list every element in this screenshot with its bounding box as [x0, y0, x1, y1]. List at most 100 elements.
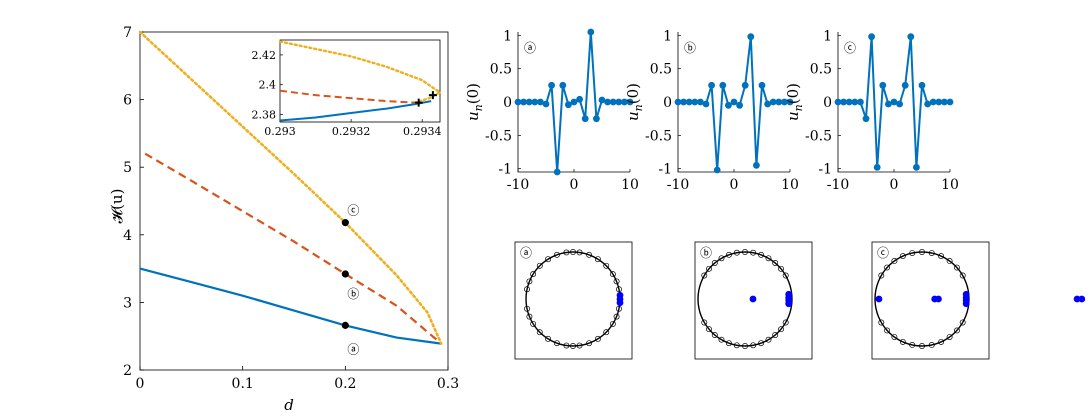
unit-circle-eigenvalue — [594, 256, 601, 263]
profile-point — [621, 98, 628, 106]
unit-circle-eigenvalue — [530, 320, 537, 327]
main-series-c-line — [138, 30, 443, 345]
profile-xtick-label: 0 — [890, 177, 899, 193]
unit-circle-eigenvalue — [711, 260, 718, 266]
unit-circle-eigenvalue — [928, 342, 935, 348]
profile-point — [764, 100, 771, 108]
main-ytick-label: 4 — [123, 228, 132, 244]
profile-point — [845, 98, 853, 106]
unit-circle-eigenvalue — [563, 249, 570, 256]
unit-circle-eigenvalue — [891, 258, 898, 264]
profile-xtick-label: 0 — [730, 177, 739, 193]
unit-circle-eigenvalue — [782, 272, 789, 279]
profile-ylabel: un(0) — [624, 83, 645, 121]
main-ytick-label: 7 — [123, 25, 132, 41]
profile-point — [531, 98, 539, 106]
profile-point — [680, 98, 687, 106]
floquet-eigenvalue — [875, 295, 883, 303]
profile-label: ⓒ — [844, 41, 856, 55]
floquet-eigenvalue — [1073, 295, 1081, 303]
floquet-eigenvalue — [935, 295, 942, 303]
profile-point — [781, 98, 788, 106]
unit-circle-eigenvalue — [563, 342, 570, 349]
profile-point — [609, 98, 617, 106]
profile-point — [548, 81, 555, 89]
unit-circle-eigenvalue — [750, 249, 757, 256]
profile-ytick-label: -1 — [818, 162, 832, 178]
profile-ytick-label: -0.5 — [485, 128, 512, 144]
profile-point — [941, 98, 948, 106]
profile-point — [918, 81, 926, 89]
unit-circle-eigenvalue — [526, 278, 533, 285]
unit-circle-eigenvalue — [733, 342, 740, 349]
unit-circle-eigenvalue — [536, 329, 543, 336]
unit-circle-eigenvalue — [758, 251, 765, 258]
unit-circle-eigenvalue — [594, 335, 601, 342]
main-annotation-c: ⓒ — [347, 204, 359, 218]
profile-point — [570, 98, 578, 106]
unit-circle-eigenvalue — [613, 278, 620, 285]
unit-circle-eigenvalue — [778, 326, 784, 333]
profile-point — [924, 100, 931, 108]
unit-circle-eigenvalue — [526, 313, 533, 320]
profile-point — [626, 98, 634, 106]
profile-point — [775, 98, 783, 106]
unit-circle-eigenvalue — [701, 272, 708, 279]
profile-point — [929, 98, 937, 106]
profile-ylabel-sub: n — [632, 104, 645, 111]
unit-circle-eigenvalue — [718, 255, 725, 262]
profile-ylabel-sub: n — [792, 104, 805, 111]
profile-point — [879, 81, 887, 89]
profile-point — [868, 33, 875, 41]
profile-ylabel: un(0) — [464, 83, 485, 121]
profile-point — [851, 98, 859, 106]
unit-circle-eigenvalue — [899, 338, 906, 345]
profile-point — [901, 81, 909, 89]
floquet-eigenvalue — [616, 299, 624, 307]
profile-point — [834, 98, 842, 106]
profile-point — [537, 98, 544, 106]
profile-xtick-label: -10 — [507, 177, 530, 193]
profile-ylabel-main: u — [464, 111, 482, 121]
floquet-label: ⓑ — [700, 246, 712, 260]
unit-circle-eigenvalue — [545, 335, 552, 342]
unit-circle-eigenvalue — [919, 249, 925, 255]
profile-point — [514, 98, 522, 106]
main-ytick-label: 2 — [123, 363, 132, 379]
unit-circle-eigenvalue — [758, 340, 765, 347]
profile-point — [769, 98, 777, 106]
profile-point — [896, 100, 903, 108]
unit-circle-eigenvalue — [725, 251, 732, 258]
unit-circle-eigenvalue — [616, 286, 622, 293]
profile-ytick-label: -1 — [658, 162, 672, 178]
unit-circle-eigenvalue — [553, 340, 560, 347]
profile-xtick-label: 0 — [570, 177, 579, 193]
unit-circle — [525, 251, 621, 347]
unit-circle-eigenvalue — [878, 272, 885, 279]
profile-ytick-label: 0.5 — [650, 62, 672, 78]
profile-point — [576, 95, 583, 103]
main-ytick-label: 6 — [123, 93, 132, 109]
unit-circle-eigenvalue — [772, 332, 779, 338]
unit-circle-eigenvalue — [919, 343, 925, 349]
profile-label: ⓐ — [524, 41, 536, 55]
profile-point — [719, 81, 727, 89]
profile-point — [691, 98, 699, 106]
profile-point — [697, 98, 704, 106]
unit-circle-eigenvalue — [701, 319, 708, 326]
profile-point — [685, 98, 693, 106]
unit-circle-eigenvalue — [725, 340, 732, 347]
unit-circle-eigenvalue — [884, 264, 891, 271]
profile-point — [786, 98, 794, 106]
inset-xtick-label: 0.2932 — [332, 125, 371, 138]
unit-circle-eigenvalue — [586, 251, 593, 258]
unit-circle-eigenvalue — [928, 250, 935, 256]
unit-circle-eigenvalue — [603, 262, 610, 269]
profile-point — [946, 98, 954, 106]
unit-circle-eigenvalue — [733, 249, 740, 256]
unit-circle-eigenvalue — [524, 286, 530, 293]
unit-circle-eigenvalue — [878, 319, 885, 326]
profile-point — [559, 81, 567, 89]
profile-point — [730, 98, 738, 106]
unit-circle-eigenvalue — [616, 305, 622, 312]
